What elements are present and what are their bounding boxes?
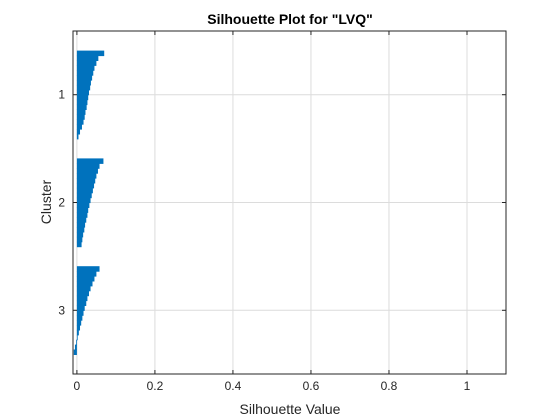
silhouette-bar: [76, 276, 95, 282]
silhouette-bar: [76, 315, 83, 321]
silhouette-bar: [76, 202, 90, 208]
x-tick-label: 1: [464, 379, 471, 393]
silhouette-bar: [76, 271, 97, 277]
x-tick-label: 0.6: [303, 379, 320, 393]
silhouette-bar: [76, 114, 85, 120]
silhouette-bar: [73, 349, 77, 355]
silhouette-bar: [76, 329, 79, 336]
silhouette-bar: [76, 320, 82, 326]
silhouette-bar: [76, 207, 89, 213]
silhouette-bar: [76, 104, 87, 110]
silhouette-bar: [76, 84, 91, 91]
y-tick-label: 1: [58, 88, 65, 102]
x-tick-label: 0.4: [225, 379, 242, 393]
silhouette-bar: [76, 236, 83, 243]
silhouette-bar: [76, 285, 91, 292]
silhouette-bar: [76, 75, 93, 81]
silhouette-bar: [76, 168, 98, 174]
silhouette-bar: [76, 70, 94, 76]
x-ticks: 0 0.2 0.4 0.6 0.8 1: [74, 31, 471, 393]
silhouette-bar: [76, 119, 84, 125]
silhouette-bar: [76, 99, 88, 106]
x-tick-label: 0: [74, 379, 81, 393]
x-tick-label: 0.2: [147, 379, 164, 393]
silhouette-bar: [76, 133, 79, 140]
y-axis-label: Cluster: [38, 179, 54, 224]
silhouette-bar: [76, 55, 99, 61]
silhouette-bar: [76, 94, 89, 101]
silhouette-bar: [76, 325, 81, 331]
grid-lines: [73, 31, 506, 374]
silhouette-bar: [76, 129, 81, 135]
silhouette-bar: [76, 178, 96, 184]
silhouette-bar: [76, 182, 95, 189]
silhouette-bar: [76, 295, 88, 302]
x-axis-label: Silhouette Value: [240, 401, 341, 417]
silhouette-bar: [76, 290, 89, 297]
silhouette-bar: [76, 60, 97, 66]
silhouette-bar: [76, 173, 97, 179]
silhouette-bar: [76, 212, 88, 218]
silhouette-bar: [76, 187, 93, 194]
silhouette-bar: [76, 231, 84, 238]
y-ticks: 1 2 3: [58, 88, 506, 317]
silhouette-bar: [76, 222, 86, 228]
y-tick-label: 2: [58, 196, 65, 210]
silhouette-bar: [76, 300, 87, 306]
silhouette-bar: [76, 124, 82, 130]
silhouette-bar: [76, 217, 87, 223]
silhouette-bar: [76, 241, 82, 248]
silhouette-bar: [76, 334, 78, 341]
silhouette-bar: [76, 158, 104, 164]
silhouette-bar: [76, 163, 100, 169]
silhouette-bar: [76, 280, 93, 287]
silhouette-bar: [76, 310, 84, 316]
chart-title: Silhouette Plot for "LVQ": [207, 11, 372, 27]
silhouette-bar: [76, 80, 91, 86]
silhouette-bar: [76, 266, 100, 272]
silhouette-bar: [76, 192, 92, 199]
silhouette-bar: [74, 344, 77, 351]
silhouette-bar: [76, 339, 77, 346]
silhouette-bar: [76, 305, 85, 311]
silhouette-bar: [76, 227, 85, 233]
silhouette-bar: [76, 89, 89, 96]
silhouette-bar: [76, 197, 91, 204]
y-tick-label: 3: [58, 303, 65, 317]
silhouette-bars: [73, 50, 105, 355]
silhouette-bar: [76, 65, 95, 71]
silhouette-bar: [76, 109, 86, 115]
silhouette-bar: [76, 50, 105, 57]
x-tick-label: 0.8: [381, 379, 398, 393]
